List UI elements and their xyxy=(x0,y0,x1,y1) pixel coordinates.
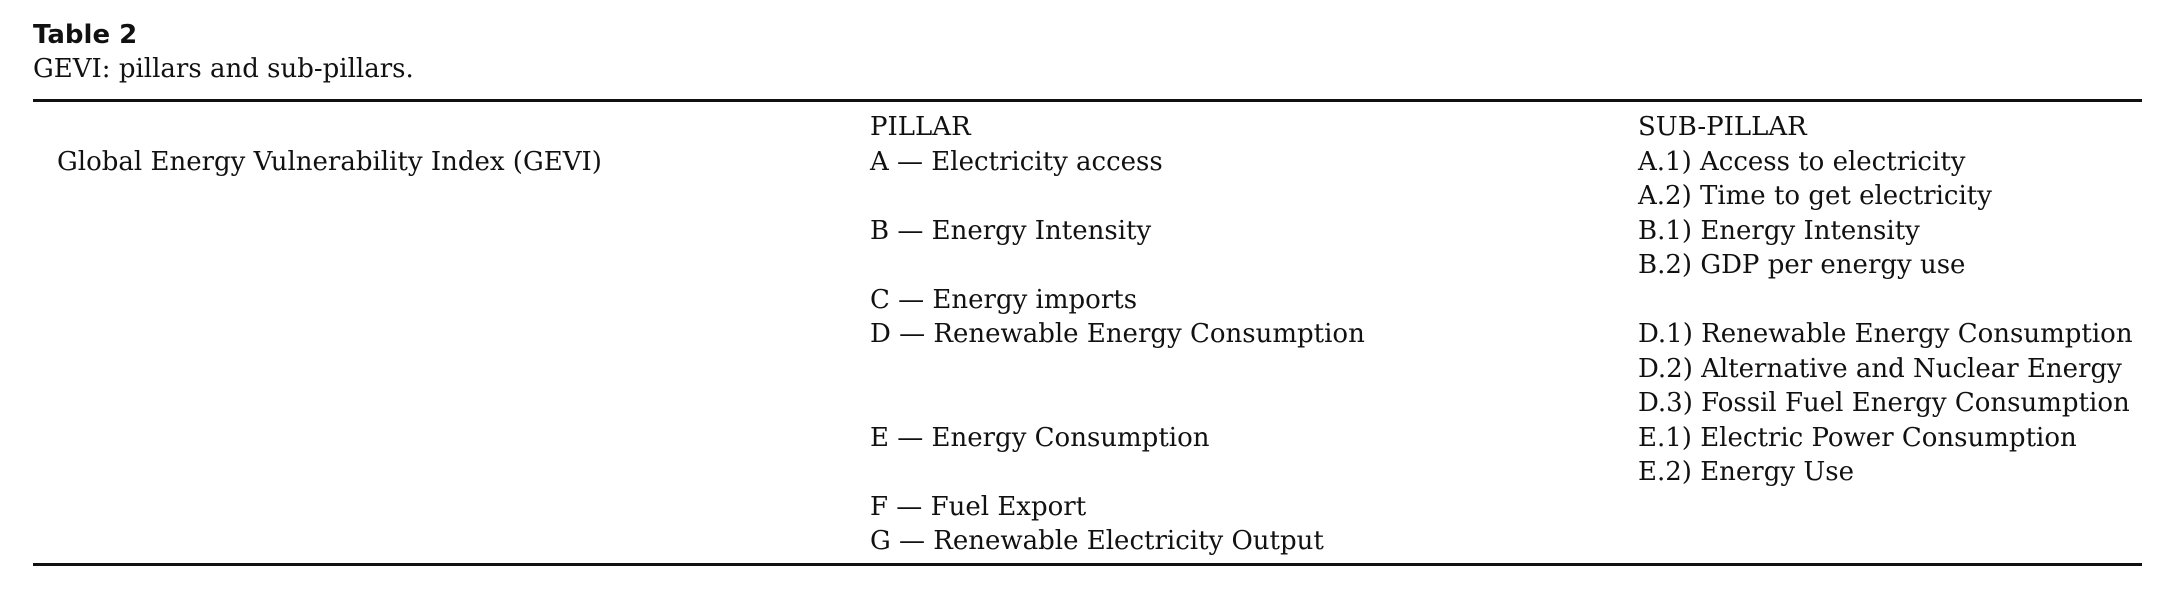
sub-pillar-cell: A.1) Access to electricity xyxy=(1638,146,1966,177)
sub-pillar-cell: B.2) GDP per energy use xyxy=(1638,250,1966,280)
sub-pillar-cell: D.1) Renewable Energy Consumption xyxy=(1638,319,2133,349)
table-header-row: PILLAR SUB-PILLAR xyxy=(33,110,2142,145)
table-row: B — Energy Intensity B.1) Energy Intensi… xyxy=(33,214,2142,249)
table-title: GEVI: pillars and sub-pillars. xyxy=(33,54,414,84)
sub-pillar-cell: B.1) Energy Intensity xyxy=(1638,215,1920,246)
pillar-cell: D — Renewable Energy Consumption xyxy=(870,319,1365,349)
table-row: E — Energy Consumption E.1) Electric Pow… xyxy=(33,421,2142,456)
index-cell: Global Energy Vulnerability Index (GEVI) xyxy=(57,146,602,177)
sub-pillar-cell: E.1) Electric Power Consumption xyxy=(1638,422,2077,453)
gevi-table: PILLAR SUB-PILLAR Global Energy Vulnerab… xyxy=(33,110,2142,559)
sub-pillar-cell: D.3) Fossil Fuel Energy Consumption xyxy=(1638,388,2130,418)
top-rule xyxy=(33,99,2142,102)
table-row: D.3) Fossil Fuel Energy Consumption xyxy=(33,386,2142,421)
pillar-cell: E — Energy Consumption xyxy=(870,422,1210,453)
pillar-cell: C — Energy imports xyxy=(870,284,1138,315)
table-row: G — Renewable Electricity Output xyxy=(33,524,2142,559)
table-caption: Table 2 GEVI: pillars and sub-pillars. xyxy=(33,18,2133,86)
pillar-cell: A — Electricity access xyxy=(870,146,1163,177)
sub-pillar-cell: A.2) Time to get electricity xyxy=(1638,181,1992,211)
table-row: Global Energy Vulnerability Index (GEVI)… xyxy=(33,145,2142,180)
table-row: D — Renewable Energy Consumption D.1) Re… xyxy=(33,317,2142,352)
table-row: C — Energy imports xyxy=(33,283,2142,318)
pillar-cell: B — Energy Intensity xyxy=(870,215,1152,246)
bottom-rule xyxy=(33,563,2142,566)
sub-pillar-cell: E.2) Energy Use xyxy=(1638,457,1854,487)
table-row: E.2) Energy Use xyxy=(33,455,2142,490)
sub-pillar-cell: D.2) Alternative and Nuclear Energy xyxy=(1638,353,2122,384)
table-label: Table 2 xyxy=(33,20,138,50)
pillar-cell: G — Renewable Electricity Output xyxy=(870,526,1324,556)
table-row: A.2) Time to get electricity xyxy=(33,179,2142,214)
header-pillar: PILLAR xyxy=(870,112,971,142)
table-row: B.2) GDP per energy use xyxy=(33,248,2142,283)
header-sub-pillar: SUB-PILLAR xyxy=(1638,112,1807,142)
table-row: D.2) Alternative and Nuclear Energy xyxy=(33,352,2142,387)
table-row: F — Fuel Export xyxy=(33,490,2142,525)
pillar-cell: F — Fuel Export xyxy=(870,491,1087,522)
